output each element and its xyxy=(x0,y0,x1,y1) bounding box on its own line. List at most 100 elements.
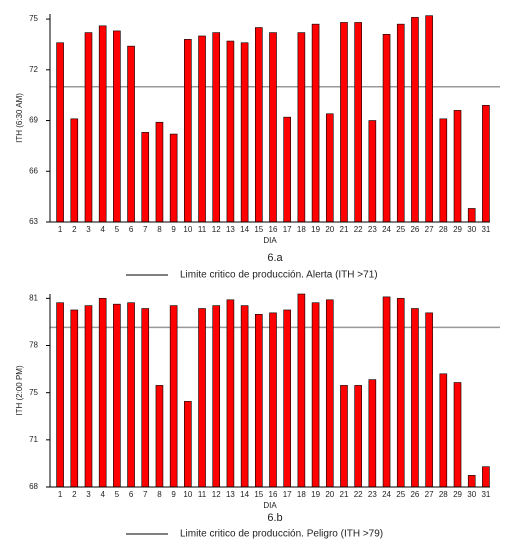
x-tick-label: 25 xyxy=(396,225,405,234)
x-tick-label: 9 xyxy=(171,225,176,234)
x-tick-label: 25 xyxy=(396,490,405,499)
bar xyxy=(155,121,164,223)
y-tick-label: 78 xyxy=(29,341,38,350)
bar xyxy=(70,309,79,488)
bar xyxy=(141,132,150,223)
bar xyxy=(184,39,192,223)
x-tick-label: 17 xyxy=(283,225,292,234)
bar xyxy=(169,133,178,223)
bar xyxy=(311,23,320,223)
bar xyxy=(255,27,263,223)
x-tick-label: 31 xyxy=(481,490,490,499)
y-tick-label: 72 xyxy=(29,65,38,74)
legend-text: Limite critico de producción. Alerta (IT… xyxy=(180,270,378,281)
bar xyxy=(84,305,93,488)
bar xyxy=(354,385,362,488)
x-tick-label: 4 xyxy=(100,225,105,234)
x-tick-label: 11 xyxy=(198,225,207,234)
bar xyxy=(425,312,433,488)
bar xyxy=(439,118,448,223)
x-tick-label: 28 xyxy=(439,490,448,499)
y-axis-label: ITH (6:30 AM) xyxy=(15,93,24,143)
x-tick-label: 8 xyxy=(157,225,162,234)
x-tick-label: 4 xyxy=(100,490,105,499)
bar xyxy=(283,309,291,488)
caption: 6.b xyxy=(267,512,282,524)
x-tick-label: 7 xyxy=(143,225,148,234)
y-tick-label: 81 xyxy=(29,293,38,302)
bar xyxy=(340,385,348,488)
y-tick-label: 69 xyxy=(29,116,38,125)
x-tick-label: 19 xyxy=(311,490,320,499)
bar xyxy=(226,299,235,488)
x-tick-label: 12 xyxy=(212,490,221,499)
y-tick-label: 63 xyxy=(29,217,38,226)
x-tick-label: 10 xyxy=(183,225,192,234)
legend-text: Limite critico de producción. Peligro (I… xyxy=(180,529,383,540)
bar xyxy=(382,296,391,488)
x-tick-label: 13 xyxy=(226,490,235,499)
y-tick-label: 75 xyxy=(29,388,38,397)
bar xyxy=(226,40,235,223)
x-tick-label: 21 xyxy=(340,490,349,499)
bar xyxy=(453,382,462,488)
x-tick-label: 2 xyxy=(72,490,77,499)
x-tick-label: 23 xyxy=(368,490,377,499)
bar xyxy=(198,308,206,488)
x-tick-label: 3 xyxy=(86,225,91,234)
x-tick-label: 12 xyxy=(212,225,221,234)
bar xyxy=(453,110,462,223)
x-tick-label: 23 xyxy=(368,225,377,234)
bar xyxy=(340,22,348,223)
x-tick-label: 22 xyxy=(354,225,363,234)
x-tick-label: 20 xyxy=(325,490,334,499)
x-axis-label: DIA xyxy=(263,236,277,245)
bar xyxy=(482,466,490,488)
x-tick-label: 20 xyxy=(325,225,334,234)
bar xyxy=(368,120,377,223)
x-tick-label: 3 xyxy=(86,490,91,499)
bar xyxy=(56,302,64,488)
bar xyxy=(127,302,135,488)
x-axis-label: DIA xyxy=(263,501,277,510)
x-tick-label: 6 xyxy=(129,225,134,234)
bar xyxy=(325,113,334,223)
x-tick-label: 17 xyxy=(283,490,292,499)
x-tick-label: 18 xyxy=(297,490,306,499)
x-tick-label: 15 xyxy=(254,225,263,234)
y-tick-label: 66 xyxy=(29,166,38,175)
bar xyxy=(411,17,419,223)
x-tick-label: 5 xyxy=(115,490,120,499)
bar xyxy=(297,32,306,223)
x-tick-label: 11 xyxy=(198,490,207,499)
x-tick-label: 30 xyxy=(467,225,476,234)
x-tick-label: 30 xyxy=(467,490,476,499)
x-tick-label: 29 xyxy=(453,225,462,234)
x-tick-label: 19 xyxy=(311,225,320,234)
bar xyxy=(269,312,277,488)
bar xyxy=(467,475,476,488)
bar xyxy=(56,42,64,223)
x-tick-label: 7 xyxy=(143,490,148,499)
bar xyxy=(70,118,79,223)
x-tick-label: 24 xyxy=(382,490,391,499)
x-tick-label: 5 xyxy=(115,225,120,234)
bar xyxy=(311,302,320,488)
x-tick-label: 24 xyxy=(382,225,391,234)
x-tick-label: 10 xyxy=(183,490,192,499)
bar xyxy=(467,208,476,223)
bar xyxy=(155,385,164,488)
bar xyxy=(84,32,93,223)
bar xyxy=(482,105,490,223)
x-tick-label: 31 xyxy=(481,225,490,234)
bar xyxy=(425,15,433,223)
x-tick-label: 27 xyxy=(425,225,434,234)
y-tick-label: 71 xyxy=(29,435,38,444)
bar xyxy=(396,23,405,223)
caption: 6.a xyxy=(267,252,283,264)
y-axis-label: ITH (2:00 PM) xyxy=(15,365,24,416)
bar xyxy=(113,30,121,223)
x-tick-label: 18 xyxy=(297,225,306,234)
x-tick-label: 22 xyxy=(354,490,363,499)
